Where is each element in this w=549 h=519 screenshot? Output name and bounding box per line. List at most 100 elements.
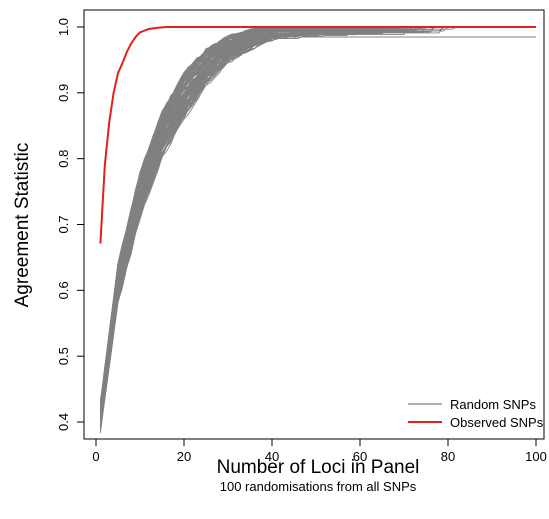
random-snps-line [99, 26, 536, 412]
random-snps-line [99, 26, 536, 423]
random-snps-line [99, 26, 536, 428]
random-snps-line [99, 26, 536, 427]
legend-label-random: Random SNPs [450, 397, 536, 412]
random-snps-line [99, 26, 536, 427]
random-snps-line [99, 26, 536, 414]
random-snps-line [99, 36, 536, 421]
random-snps-line [99, 26, 536, 426]
random-snps-line [99, 26, 536, 403]
random-snps-line [99, 26, 536, 409]
x-axis-label: Number of Loci in Panel [217, 457, 420, 478]
plot-frame [83, 9, 545, 440]
y-tick-label: 0.9 [56, 84, 71, 102]
random-snps-line [99, 26, 536, 409]
random-snps-line [99, 26, 536, 430]
observed-snps-line [99, 26, 536, 244]
random-snps-line [99, 26, 536, 419]
chart-subtitle: 100 randomisations from all SNPs [220, 479, 417, 494]
random-snps-line [99, 36, 536, 430]
random-snps-line [99, 26, 536, 414]
random-snps-line [99, 26, 536, 405]
random-snps-line [99, 26, 536, 418]
random-snps-line [99, 26, 536, 418]
random-snps-line [99, 26, 536, 411]
random-snps-line [99, 26, 536, 426]
random-snps-line [99, 26, 536, 405]
random-snps-line [99, 36, 536, 414]
random-snps-line [99, 26, 536, 419]
random-snps-line [99, 26, 536, 421]
random-snps-line [99, 26, 536, 403]
random-snps-line [99, 36, 536, 425]
random-snps-line [99, 26, 536, 404]
random-snps-line [99, 26, 536, 420]
random-snps-line [99, 26, 536, 428]
random-snps-line [99, 26, 536, 422]
random-snps-line [99, 26, 536, 402]
y-tick-label: 0.8 [56, 150, 71, 168]
random-snps-line [99, 26, 536, 423]
random-snps-line [99, 26, 536, 418]
random-snps-line [99, 26, 536, 422]
y-tick-label: 1.0 [56, 18, 71, 36]
random-snps-line [99, 26, 536, 411]
random-snps-line [99, 36, 536, 412]
x-tick-label: 0 [92, 449, 99, 464]
y-axis-label: Agreement Statistic [12, 143, 33, 308]
random-snps-line [99, 36, 536, 418]
random-snps-line [99, 26, 536, 409]
random-snps-line [99, 26, 536, 415]
random-snps-line [99, 26, 536, 410]
random-snps-line [99, 26, 536, 412]
random-snps-line [99, 26, 536, 404]
random-snps-line [99, 26, 536, 414]
random-snps-line [99, 26, 536, 411]
random-snps-line [99, 26, 536, 404]
random-snps-line [99, 26, 536, 420]
random-snps-line [99, 26, 536, 431]
random-snps-line [99, 26, 536, 403]
random-snps-line [99, 26, 536, 406]
random-snps-line [99, 36, 536, 405]
legend: Random SNPs Observed SNPs [408, 397, 544, 430]
random-snps-line [99, 26, 536, 423]
random-snps-line [99, 26, 536, 420]
random-snps-line [99, 36, 536, 413]
random-snps-line [99, 26, 536, 420]
random-snps-line [99, 26, 536, 424]
random-snps-line [99, 26, 536, 411]
random-snps-line [99, 26, 536, 427]
y-tick-label: 0.7 [56, 215, 71, 233]
random-snps-line [99, 26, 536, 412]
random-snps-line [99, 26, 536, 411]
random-snps-line [99, 26, 536, 409]
random-snps-line [99, 26, 536, 413]
x-tick-label: 100 [525, 449, 547, 464]
y-tick-label: 0.4 [56, 413, 71, 431]
random-snps-line [99, 36, 536, 428]
random-snps-line [99, 26, 536, 407]
random-snps-line [99, 26, 536, 413]
legend-label-observed: Observed SNPs [450, 415, 544, 430]
random-snps-line [99, 26, 536, 427]
random-snps-line [99, 26, 536, 407]
random-snps-line [99, 26, 536, 415]
y-tick-label: 0.6 [56, 281, 71, 299]
random-snps-line [99, 36, 536, 409]
x-axis: 0 20 40 60 80 100 [92, 438, 547, 464]
random-snps-lines [99, 26, 536, 433]
random-snps-line [99, 26, 536, 416]
random-snps-line [99, 26, 536, 423]
random-snps-line [99, 26, 536, 424]
random-snps-line [99, 26, 536, 406]
random-snps-line [99, 26, 536, 415]
random-snps-line [99, 26, 536, 414]
random-snps-line [99, 26, 536, 401]
random-snps-line [99, 26, 536, 430]
x-tick-label: 60 [353, 449, 367, 464]
x-tick-label: 20 [177, 449, 191, 464]
random-snps-line [99, 26, 536, 408]
random-snps-line [99, 26, 536, 411]
random-snps-line [99, 26, 536, 429]
